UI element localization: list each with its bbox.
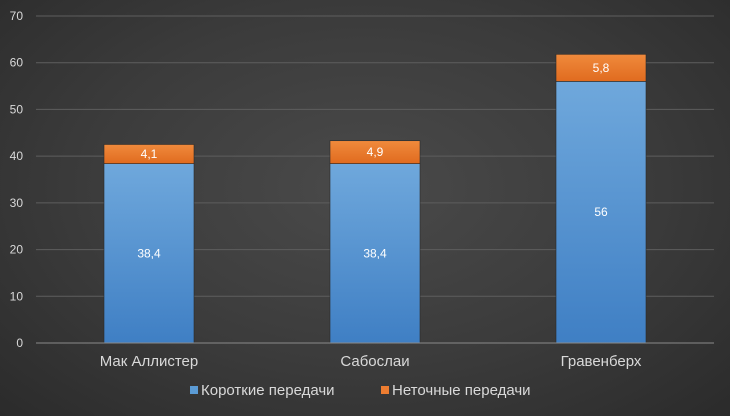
data-label: 5,8 [593,61,610,75]
data-labels: 38,4 4,1 38,4 4,9 56 5,8 [137,61,609,260]
bars [103,54,647,344]
bar-inaccurate-passes [329,140,421,164]
bar-short-passes [329,163,421,344]
legend-label: Неточные передачи [392,382,531,399]
data-label: 4,1 [141,147,158,161]
data-label: 56 [594,205,608,219]
y-tick-label: 40 [10,149,24,163]
y-tick-label: 10 [10,289,24,303]
data-label: 38,4 [363,246,387,260]
y-tick-label: 60 [10,56,24,70]
legend-swatch [381,386,389,394]
legend-swatch [190,386,198,394]
axes: 0 10 20 30 40 50 60 70 Мак Аллистер Сабослаи Граве… [10,9,714,370]
data-label: 38,4 [137,246,161,260]
x-category-label: Сабослаи [340,353,409,370]
bar-inaccurate-passes [555,54,647,82]
y-tick-label: 30 [10,196,24,210]
data-label: 4,9 [367,145,384,159]
y-tick-label: 70 [10,9,24,23]
bar-inaccurate-passes [103,144,195,164]
legend-label: Короткие передачи [201,382,335,399]
y-tick-label: 50 [10,102,24,116]
y-tick-label: 0 [16,336,23,350]
bar-short-passes [555,81,647,344]
legend: Короткие передачи Неточные передачи [190,382,531,399]
x-category-label: Гравенберх [561,353,642,370]
y-tick-label: 20 [10,243,24,257]
x-category-label: Мак Аллистер [100,353,199,370]
